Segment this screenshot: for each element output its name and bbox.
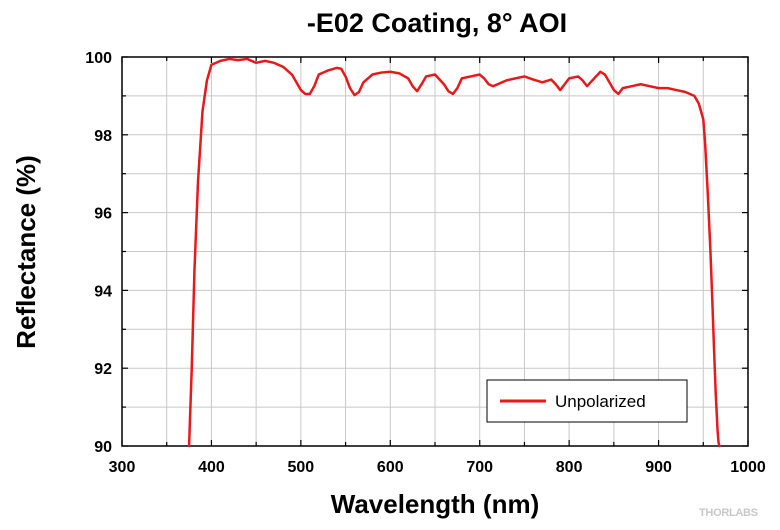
chart-title: -E02 Coating, 8° AOI: [307, 8, 567, 38]
x-tick-label: 1000: [730, 459, 766, 476]
series-line-unpolarized: [187, 57, 721, 448]
y-tick-label: 92: [94, 361, 112, 378]
x-tick-label: 800: [556, 459, 583, 476]
legend-entry-unpolarized: Unpolarized: [555, 392, 646, 411]
x-tick-label: 700: [466, 459, 493, 476]
y-tick-labels: 90 92 94 96 98 100: [85, 50, 112, 456]
y-tick-label: 90: [94, 439, 112, 456]
series-layer: [187, 57, 721, 448]
x-axis-label: Wavelength (nm): [331, 489, 539, 519]
y-tick-label: 100: [85, 50, 112, 67]
axis-ticks: [121, 56, 749, 447]
x-tick-label: 500: [288, 459, 315, 476]
thorlabs-logo: THORLABS: [699, 507, 758, 519]
y-axis-label: Reflectance (%): [11, 155, 41, 349]
y-tick-label: 96: [94, 206, 112, 223]
x-tick-label: 400: [198, 459, 225, 476]
x-tick-label: 600: [377, 459, 404, 476]
y-tick-label: 98: [94, 128, 112, 145]
legend: Unpolarized: [486, 379, 688, 423]
y-tick-label: 94: [94, 283, 112, 300]
x-tick-label: 900: [645, 459, 672, 476]
x-tick-label: 300: [109, 459, 136, 476]
x-tick-labels: 300 400 500 600 700 800 900 1000: [109, 459, 766, 476]
